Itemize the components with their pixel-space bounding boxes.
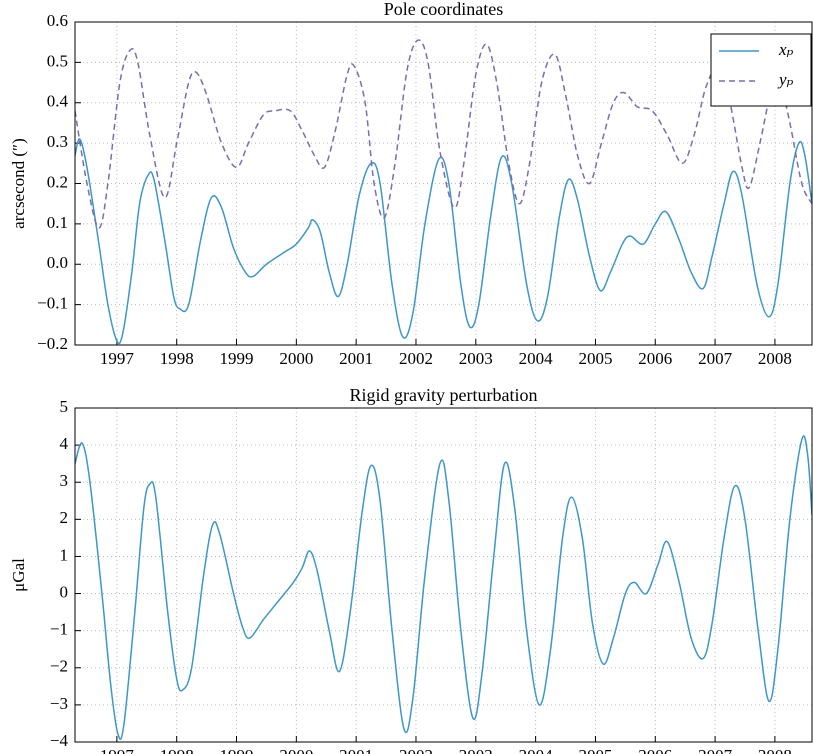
y-tick-label: 0.2 [47, 172, 68, 191]
x-tick-label: 2003 [459, 746, 493, 754]
x-tick-label: 2000 [279, 349, 313, 368]
y-tick-label: 0 [60, 582, 69, 601]
x-tick-label: 2000 [279, 746, 313, 754]
axes-frame [74, 21, 813, 346]
x-tick-label: 2006 [638, 349, 672, 368]
axes-frame [74, 407, 813, 743]
y-tick-label: −0.2 [37, 334, 68, 353]
x-tick-label: 2004 [519, 349, 554, 368]
x-tick-label: 2007 [698, 746, 733, 754]
legend-label: yₚ [777, 70, 794, 89]
y-tick-label: −2 [50, 657, 68, 676]
y-tick-label: 1 [60, 545, 69, 564]
y-axis-label: arcsecond (″) [9, 138, 28, 229]
y-tick-label: 0.0 [47, 253, 68, 272]
y-tick-label: 0.4 [47, 92, 69, 111]
y-tick-label: 0.3 [47, 132, 68, 151]
y-tick-label: −4 [50, 731, 69, 750]
y-tick-label: 0.1 [47, 213, 68, 232]
plot-area [75, 39, 812, 345]
x-tick-label: 1998 [160, 349, 194, 368]
x-tick-label: 1999 [220, 746, 254, 754]
x-tick-label: 2002 [399, 746, 433, 754]
x-tick-label: 2001 [339, 746, 373, 754]
x-tick-label: 2002 [399, 349, 433, 368]
x-tick-label: 2001 [339, 349, 373, 368]
data-line [75, 435, 812, 740]
y-tick-label: 5 [60, 397, 69, 416]
x-tick-label: 1997 [100, 349, 135, 368]
y-tick-label: −1 [50, 620, 68, 639]
x-tick-label: 2008 [758, 349, 792, 368]
y-tick-label: 0.6 [47, 11, 68, 30]
data-line [75, 39, 812, 229]
y-tick-label: 0.5 [47, 51, 68, 70]
x-tick-label: 2005 [578, 349, 612, 368]
y-axis-label: μGal [9, 558, 28, 592]
x-tick-label: 2003 [459, 349, 493, 368]
x-tick-label: 1998 [160, 746, 194, 754]
legend-box [710, 33, 812, 107]
x-tick-label: 1999 [220, 349, 254, 368]
y-tick-label: 3 [60, 471, 69, 490]
x-tick-label: 2005 [578, 746, 612, 754]
x-tick-label: 1997 [100, 746, 135, 754]
x-tick-label: 2004 [519, 746, 554, 754]
y-tick-label: 4 [60, 434, 69, 453]
data-line [75, 138, 812, 345]
y-tick-label: 2 [60, 508, 69, 527]
x-tick-label: 2007 [698, 349, 733, 368]
x-tick-label: 2008 [758, 746, 792, 754]
chart-title: Rigid gravity perturbation [350, 385, 538, 405]
x-tick-label: 2006 [638, 746, 672, 754]
y-tick-label: −0.1 [37, 294, 68, 313]
plot-area [75, 435, 812, 740]
y-tick-label: −3 [50, 694, 68, 713]
chart-title: Pole coordinates [384, 0, 503, 19]
legend-label: xₚ [778, 40, 794, 59]
